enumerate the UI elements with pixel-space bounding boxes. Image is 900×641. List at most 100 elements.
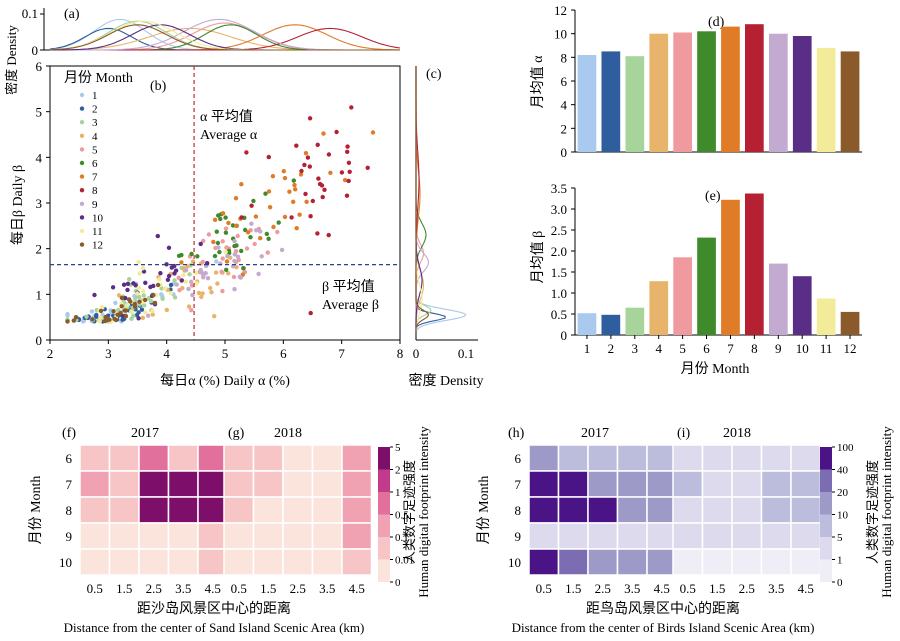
panel-c-curves [415, 66, 467, 332]
heat-cell [197, 470, 229, 498]
scatter-point-month-10 [173, 268, 179, 273]
panel-c-xtick: 0 [413, 346, 420, 361]
xtick-label: 5 [679, 341, 686, 356]
heat-cell [79, 470, 111, 498]
scatter-point-month-4 [116, 293, 122, 298]
scatter-point-month-7 [291, 199, 296, 204]
heat-cell [197, 444, 229, 472]
panel-a-label: (a) [64, 7, 80, 22]
scatter-point-month-11 [168, 290, 173, 296]
scatter-point-month-5 [244, 246, 250, 251]
scatter-point-month-8 [326, 232, 331, 238]
scatter-point-month-7 [233, 196, 239, 201]
heat-cell [167, 522, 199, 550]
scatter-point-month-12 [118, 310, 123, 316]
panel-b-legend-title: 月份 Month [64, 70, 133, 86]
scatter-point-month-12 [71, 318, 77, 323]
scatter-point-month-12 [128, 299, 133, 304]
heat-cell [616, 522, 648, 550]
scatter-point-month-7 [370, 130, 376, 135]
heat-cell [672, 444, 704, 472]
heat-cell [341, 470, 373, 498]
scatter-point-month-5 [201, 238, 206, 244]
legend-label-month-11: 11 [92, 226, 103, 238]
ytick-label: 2.0 [551, 244, 567, 259]
heat-cell [616, 444, 648, 472]
panel-b-ylabel: 每日β Daily β [10, 165, 26, 245]
scatter-point-month-3 [127, 277, 132, 282]
panel-a-ytick: 0.1 [22, 6, 38, 21]
legend-label-month-4: 4 [92, 131, 98, 143]
scatter-point-month-9 [174, 282, 179, 287]
heat-cell [587, 444, 619, 472]
scatter-point-month-8 [308, 310, 313, 316]
heat-cell [138, 522, 170, 550]
panel-b-ytick-label: 3 [36, 196, 43, 211]
heat-cell [528, 496, 560, 524]
heat-cell [252, 444, 284, 472]
scatter-point-month-8 [302, 162, 307, 168]
ytick-label: 8 [561, 50, 568, 65]
heat-cell [311, 496, 343, 524]
panel-h-cells: 6 7 8 9 10 0.5 1.5 2.5 3.5 4.5 [508, 444, 678, 596]
panel-f-cells: 6 7 8 9 10 0.5 1.5 2.5 3.5 4.5 [59, 444, 229, 596]
heat-cell [79, 496, 111, 524]
heat-row-label: 7 [66, 477, 73, 492]
scatter-point-month-12 [98, 308, 104, 314]
scatter-point-month-12 [90, 317, 95, 322]
colorbar-label: 100 [837, 442, 854, 454]
bar-month-4 [649, 33, 669, 153]
legend-label-month-10: 10 [92, 212, 104, 224]
scatter-point-month-8 [307, 164, 312, 169]
bar-month-12 [840, 51, 860, 152]
panel-d-yticks: 0 2 4 6 8 10 12 [554, 3, 575, 160]
scatter-point-month-4 [150, 312, 155, 317]
scatter-point-month-5 [275, 229, 280, 235]
scatter-point-month-8 [239, 215, 244, 220]
scatter-point-month-7 [303, 151, 309, 156]
bar-month-6 [697, 31, 716, 152]
panel-i-title: 2018 [723, 426, 751, 441]
scatter-point-month-4 [164, 307, 169, 313]
heat-cell [197, 522, 229, 550]
legend-marker-month-9 [79, 201, 85, 206]
heat-cell [672, 548, 704, 576]
heat-col-label: 3.5 [768, 581, 784, 596]
scatter-point-month-3 [187, 272, 192, 277]
heat-cell [701, 470, 733, 498]
heat-cell [311, 522, 343, 550]
scatter-point-month-1 [89, 309, 95, 314]
scatter-point-month-1 [65, 311, 70, 317]
legend-marker-month-11 [79, 228, 85, 234]
scatter-point-month-12 [137, 299, 142, 304]
heat-cell [282, 496, 314, 524]
scatter-point-month-12 [111, 309, 116, 314]
scatter-point-month-12 [113, 317, 119, 323]
heat-col-label: 0.5 [87, 581, 103, 596]
scatter-point-month-6 [217, 249, 222, 255]
scatter-point-month-6 [224, 267, 229, 272]
bar-month-11 [816, 298, 836, 335]
bird-xlabel-en: Distance from the center of Birds Island… [512, 620, 815, 635]
scatter-point-month-9 [189, 279, 194, 284]
heat-col-label: 3.5 [175, 581, 191, 596]
heat-cell [528, 522, 560, 550]
panel-b-label: (b) [150, 79, 167, 94]
scatter-point-month-6 [216, 213, 221, 218]
heat-col-label: 1.5 [565, 581, 581, 596]
scatter-point-month-11 [97, 319, 103, 324]
colorbar-swatch [820, 492, 832, 515]
colorbar-label: 20 [837, 487, 849, 499]
scatter-point-month-3 [146, 296, 151, 301]
scatter-point-month-6 [223, 230, 229, 235]
colorbar-swatch [378, 469, 390, 492]
panel-a-curves [49, 18, 401, 51]
panel-c: (c) 0 0.1 密度 Density [408, 66, 484, 389]
scatter-point-month-12 [119, 304, 124, 309]
scatter-point-month-5 [200, 259, 205, 265]
scatter-point-month-3 [172, 295, 178, 300]
xtick-label: 12 [844, 341, 857, 356]
scatter-point-month-8 [346, 160, 352, 165]
scatter-point-month-5 [265, 250, 270, 255]
scatter-point-month-8 [305, 155, 311, 160]
